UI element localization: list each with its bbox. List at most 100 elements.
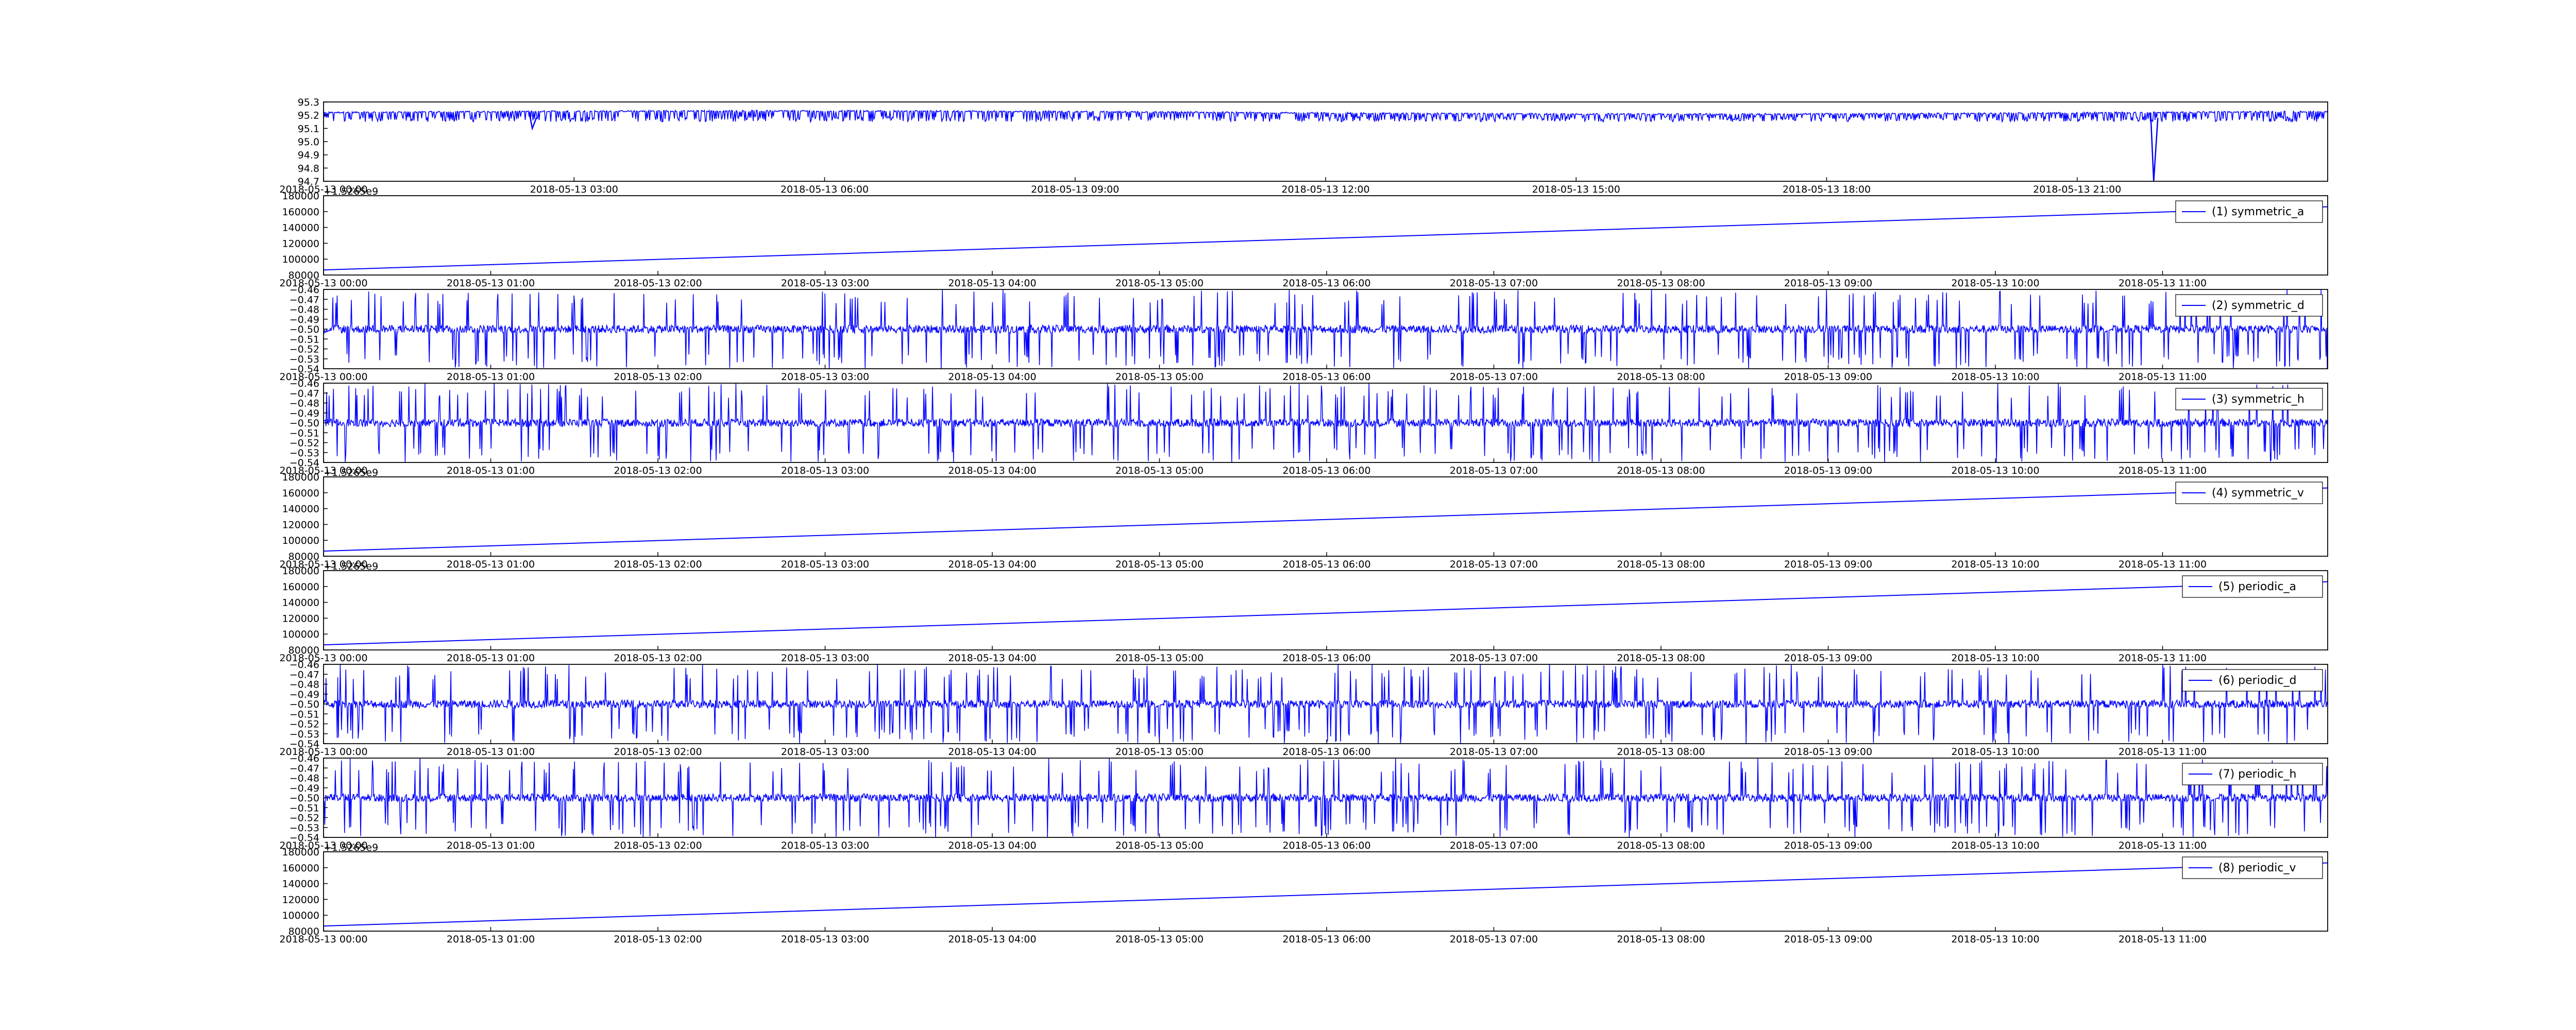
x-tick-label: 2018-05-13 09:00 xyxy=(1784,559,1872,570)
x-tick-label: 2018-05-13 21:00 xyxy=(2033,184,2121,195)
x-tick-label: 2018-05-13 10:00 xyxy=(1951,371,2039,383)
x-tick-label: 2018-05-13 01:00 xyxy=(447,559,535,570)
x-tick-label: 2018-05-13 04:00 xyxy=(948,465,1036,476)
x-tick-label: 2018-05-13 05:00 xyxy=(1115,653,1204,664)
y-tick-label: −0.47 xyxy=(290,763,319,774)
x-tick-label: 2018-05-13 01:00 xyxy=(447,934,535,945)
x-tick-label: 2018-05-13 03:00 xyxy=(781,840,869,851)
x-tick-label: 2018-05-13 06:00 xyxy=(1282,653,1370,664)
data-line xyxy=(324,289,2328,369)
x-tick-label: 2018-05-13 06:00 xyxy=(1282,559,1370,570)
y-tick-label: −0.50 xyxy=(290,793,319,804)
y-tick-label: 94.8 xyxy=(298,163,319,174)
x-tick-label: 2018-05-13 02:00 xyxy=(614,559,702,570)
axes-frame xyxy=(323,851,2328,932)
y-tick-label: 180000 xyxy=(282,191,319,202)
legend: (3) symmetric_h xyxy=(2175,388,2323,410)
y-tick-label: 100000 xyxy=(282,535,319,546)
x-tick-label: 2018-05-13 07:00 xyxy=(1450,653,1538,664)
x-tick-label: 2018-05-13 01:00 xyxy=(447,465,535,476)
x-tick-label: 2018-05-13 02:00 xyxy=(614,746,702,758)
y-tick-label: 80000 xyxy=(289,645,319,656)
x-tick-label: 2018-05-13 04:00 xyxy=(948,559,1036,570)
y-tick-label: −0.46 xyxy=(290,284,319,296)
x-tick-label: 2018-05-13 10:00 xyxy=(1951,653,2039,664)
y-tick-label: −0.53 xyxy=(290,729,319,740)
legend: (1) symmetric_a xyxy=(2175,200,2323,223)
y-tick-label: 180000 xyxy=(282,472,319,483)
y-tick-label: −0.46 xyxy=(290,659,319,671)
x-tick-label: 2018-05-13 01:00 xyxy=(447,653,535,664)
y-tick-label: −0.49 xyxy=(290,689,319,700)
x-tick-label: 2018-05-13 11:00 xyxy=(2119,559,2207,570)
x-tick-label: 2018-05-13 03:00 xyxy=(781,559,869,570)
data-area xyxy=(324,289,2328,369)
y-tick-label: −0.49 xyxy=(290,408,319,419)
legend: (2) symmetric_d xyxy=(2175,294,2323,317)
y-tick-label: 120000 xyxy=(282,519,319,530)
drop-event-2 xyxy=(2150,112,2159,181)
x-tick-label: 2018-05-13 00:00 xyxy=(279,653,367,664)
x-tick-label: 2018-05-13 10:00 xyxy=(1951,278,2039,289)
y-tick-label: −0.48 xyxy=(290,304,319,316)
legend-label: (5) periodic_a xyxy=(2218,580,2296,593)
data-line xyxy=(324,664,2328,744)
data-area xyxy=(324,862,2328,927)
y-tick-label: −0.50 xyxy=(290,324,319,335)
legend-label: (1) symmetric_a xyxy=(2212,205,2304,218)
subplot-4: −0.46−0.47−0.48−0.49−0.50−0.51−0.52−0.53… xyxy=(279,378,2328,476)
y-tick-label: −0.49 xyxy=(290,783,319,794)
y-tick-label: 80000 xyxy=(289,926,319,937)
x-tick-label: 2018-05-13 08:00 xyxy=(1617,840,1705,851)
x-tick-label: 2018-05-13 07:00 xyxy=(1450,465,1538,476)
x-tick-label: 2018-05-13 09:00 xyxy=(1784,934,1872,945)
y-tick-label: −0.48 xyxy=(290,398,319,409)
x-tick-label: 2018-05-13 05:00 xyxy=(1115,934,1204,945)
axis-offset-label: +1.5265e9 xyxy=(324,842,378,853)
x-tick-label: 2018-05-13 00:00 xyxy=(279,746,367,758)
x-tick-label: 2018-05-13 06:00 xyxy=(1282,934,1370,945)
x-tick-label: 2018-05-13 07:00 xyxy=(1450,746,1538,758)
y-tick-label: −0.47 xyxy=(290,669,319,680)
y-tick-label: −0.54 xyxy=(290,364,319,375)
x-tick-label: 2018-05-13 07:00 xyxy=(1450,559,1538,570)
x-tick-label: 2018-05-13 04:00 xyxy=(948,653,1036,664)
x-tick-label: 2018-05-13 02:00 xyxy=(614,465,702,476)
x-tick-label: 2018-05-13 09:00 xyxy=(1784,278,1872,289)
y-tick-label: 80000 xyxy=(289,551,319,562)
x-tick-label: 2018-05-13 09:00 xyxy=(1031,184,1119,195)
y-tick-label: 95.1 xyxy=(298,123,319,134)
legend-label: (3) symmetric_h xyxy=(2212,393,2304,406)
x-tick-label: 2018-05-13 00:00 xyxy=(279,278,367,289)
y-tick-label: −0.52 xyxy=(290,344,319,355)
y-tick-label: −0.51 xyxy=(290,427,319,439)
x-tick-label: 2018-05-13 08:00 xyxy=(1617,653,1705,664)
y-tick-label: 100000 xyxy=(282,254,319,265)
legend: (8) periodic_v xyxy=(2182,856,2323,879)
x-tick-label: 2018-05-13 07:00 xyxy=(1450,934,1538,945)
axis-offset-label: +1.5265e9 xyxy=(324,561,378,572)
x-tick-label: 2018-05-13 06:00 xyxy=(1282,371,1370,383)
y-tick-label: −0.53 xyxy=(290,448,319,459)
y-tick-label: 80000 xyxy=(289,270,319,281)
y-tick-label: 180000 xyxy=(282,565,319,577)
y-tick-label: −0.50 xyxy=(290,418,319,429)
axes-frame xyxy=(323,476,2328,557)
y-tick-label: 160000 xyxy=(282,488,319,499)
y-tick-label: −0.51 xyxy=(290,709,319,720)
x-tick-label: 2018-05-13 03:00 xyxy=(781,934,869,945)
data-line xyxy=(324,109,2328,124)
y-tick-label: −0.46 xyxy=(290,753,319,764)
x-tick-label: 2018-05-13 00:00 xyxy=(279,934,367,945)
data-line xyxy=(324,581,2328,646)
x-tick-label: 2018-05-13 10:00 xyxy=(1951,934,2039,945)
y-tick-label: −0.46 xyxy=(290,378,319,389)
x-tick-label: 2018-05-13 08:00 xyxy=(1617,746,1705,758)
legend: (6) periodic_d xyxy=(2182,669,2323,692)
data-line xyxy=(324,862,2328,927)
x-tick-label: 2018-05-13 09:00 xyxy=(1784,465,1872,476)
legend-label: (8) periodic_v xyxy=(2218,862,2296,874)
data-line xyxy=(324,383,2328,462)
x-tick-label: 2018-05-13 03:00 xyxy=(781,746,869,758)
x-tick-label: 2018-05-13 00:00 xyxy=(279,371,367,383)
